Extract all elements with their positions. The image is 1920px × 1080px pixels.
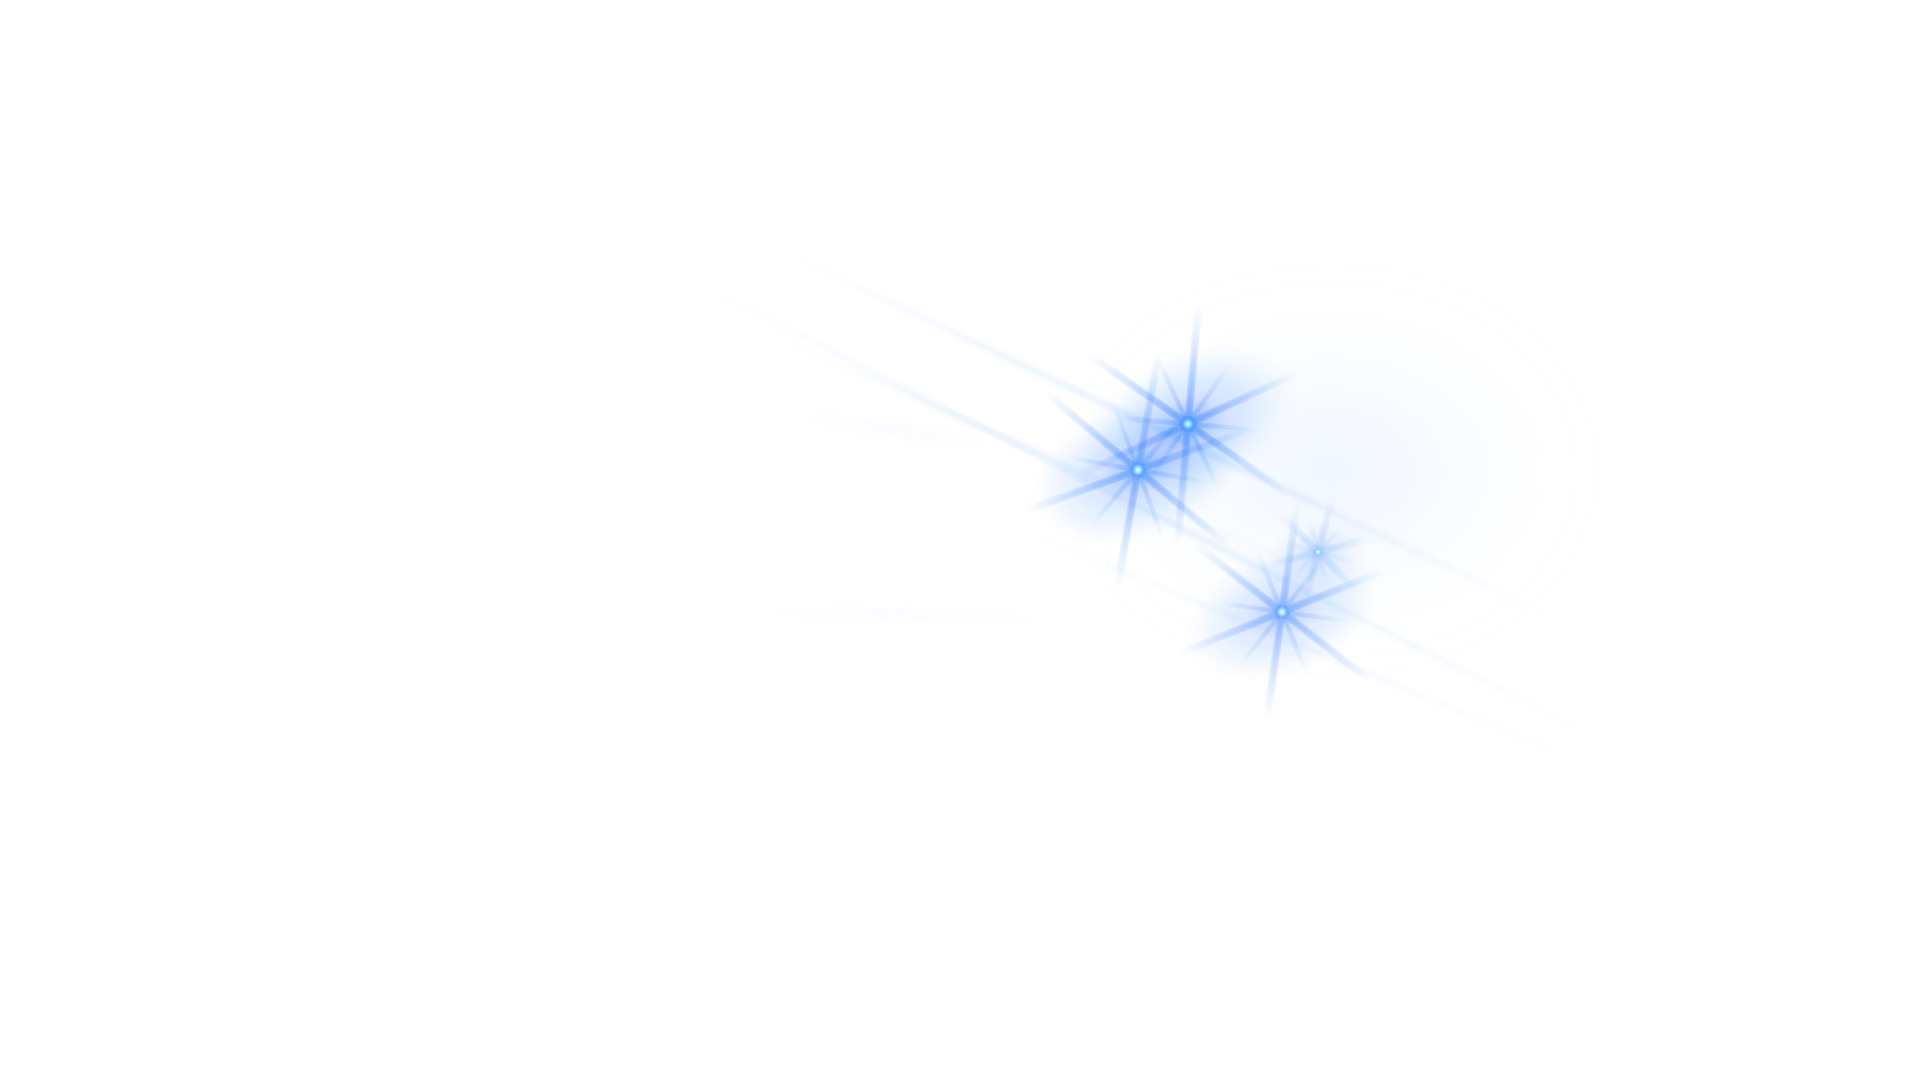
sparkle-core — [1129, 461, 1147, 479]
streak-3 — [759, 329, 1331, 581]
sparkle-core — [1274, 604, 1290, 620]
streak-5 — [739, 607, 1061, 623]
streak-6 — [789, 412, 1001, 448]
sparkles — [1024, 304, 1385, 722]
sparkle-middle — [1024, 351, 1252, 589]
sparkle-lower — [1179, 502, 1385, 722]
